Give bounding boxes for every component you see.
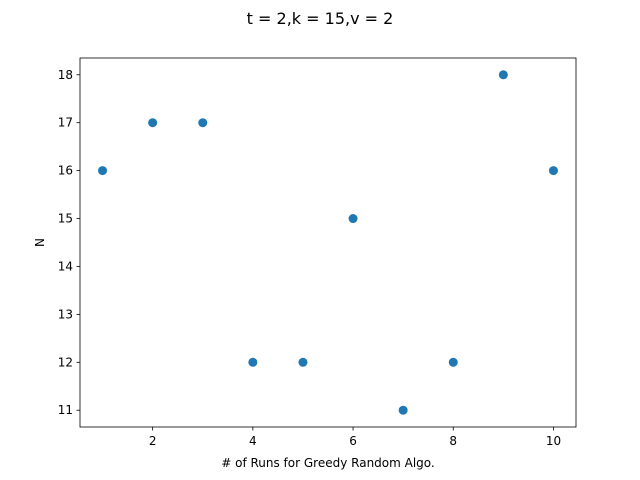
x-tick-label: 10 bbox=[546, 434, 561, 448]
scatter-point bbox=[498, 70, 508, 80]
y-tick-label: 13 bbox=[58, 307, 73, 321]
scatter-point bbox=[548, 166, 558, 176]
y-tick-label: 18 bbox=[58, 68, 73, 82]
scatter-point bbox=[348, 214, 358, 224]
chart-title: t = 2,k = 15,v = 2 bbox=[247, 9, 394, 28]
scatter-point bbox=[98, 166, 108, 176]
scatter-point bbox=[148, 118, 158, 128]
y-tick-label: 12 bbox=[58, 355, 73, 369]
plot-area: 2 4 6 8 10 11 12 13 14 15 16 17 18 bbox=[58, 57, 577, 448]
x-axis-label: # of Runs for Greedy Random Algo. bbox=[221, 456, 435, 470]
y-tick-label: 15 bbox=[58, 212, 73, 226]
x-tick-label: 8 bbox=[449, 434, 457, 448]
y-axis-label: N bbox=[33, 238, 47, 247]
x-tick-label: 6 bbox=[349, 434, 357, 448]
scatter-point bbox=[448, 357, 458, 367]
axes-frame bbox=[79, 57, 577, 428]
y-tick-label: 14 bbox=[58, 259, 73, 273]
scatter-point bbox=[248, 357, 258, 367]
scatter-point bbox=[298, 357, 308, 367]
x-axis-ticks: 2 4 6 8 10 bbox=[149, 427, 561, 448]
y-axis-ticks: 11 12 13 14 15 16 17 18 bbox=[58, 68, 80, 417]
scatter-point bbox=[398, 405, 408, 415]
data-points bbox=[98, 70, 558, 415]
y-tick-label: 11 bbox=[58, 403, 73, 417]
x-tick-label: 2 bbox=[149, 434, 157, 448]
scatter-point bbox=[198, 118, 208, 128]
x-tick-label: 4 bbox=[249, 434, 257, 448]
y-tick-label: 17 bbox=[58, 116, 73, 130]
y-tick-label: 16 bbox=[58, 164, 73, 178]
